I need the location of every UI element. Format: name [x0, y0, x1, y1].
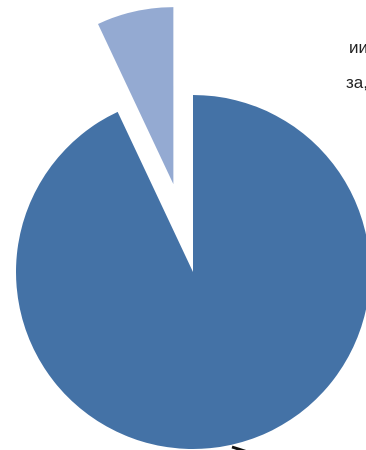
clipped-text-line-1: ии: [349, 38, 366, 57]
pie-slices: [16, 7, 366, 449]
pie-slice-1: [16, 95, 366, 449]
pie-slice-2: [98, 7, 174, 185]
leader-line: [231, 445, 247, 450]
clipped-text-line-2: за,: [346, 73, 366, 92]
